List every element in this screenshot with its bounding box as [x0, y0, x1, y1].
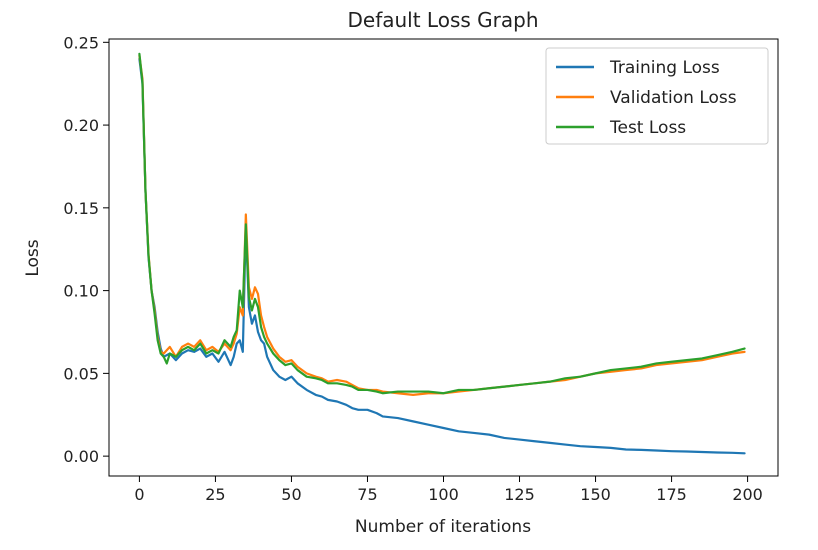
y-tick-label: 0.05 — [63, 364, 99, 383]
x-tick-label: 200 — [732, 485, 763, 504]
legend-label: Test Loss — [609, 118, 686, 138]
x-tick-label: 25 — [205, 485, 225, 504]
y-axis-label: Loss — [23, 239, 43, 276]
series-line-validation-loss — [138, 54, 746, 396]
x-tick-label: 100 — [428, 485, 459, 504]
legend-label: Training Loss — [609, 58, 720, 78]
series-line-training-loss — [138, 57, 746, 455]
y-tick-label: 0.00 — [63, 447, 99, 466]
x-tick-label: 0 — [134, 485, 144, 504]
legend-items: Training Loss Validation Loss Test Loss — [556, 58, 737, 138]
legend-box — [545, 47, 769, 145]
x-axis-label: Number of iterations — [355, 517, 531, 537]
x-axis: 0 25 50 75 100 125 150 175 200 — [134, 476, 763, 504]
x-tick-label: 125 — [504, 485, 535, 504]
x-tick-label: 50 — [281, 485, 301, 504]
legend-label: Validation Loss — [610, 88, 737, 108]
y-tick-label: 0.20 — [63, 116, 99, 135]
x-tick-label: 150 — [580, 485, 611, 504]
legend: Training Loss Validation Loss Test Loss — [545, 47, 769, 145]
y-tick-label: 0.15 — [63, 199, 99, 218]
x-tick-label: 75 — [357, 485, 377, 504]
y-tick-label: 0.25 — [63, 33, 99, 52]
y-tick-label: 0.10 — [63, 282, 99, 301]
series-layer — [138, 52, 746, 455]
chart-title: Default Loss Graph — [347, 8, 538, 32]
y-axis: 0.00 0.05 0.10 0.15 0.20 0.25 — [63, 33, 109, 466]
x-tick-label: 175 — [656, 485, 687, 504]
series-line-test-loss — [138, 52, 746, 395]
